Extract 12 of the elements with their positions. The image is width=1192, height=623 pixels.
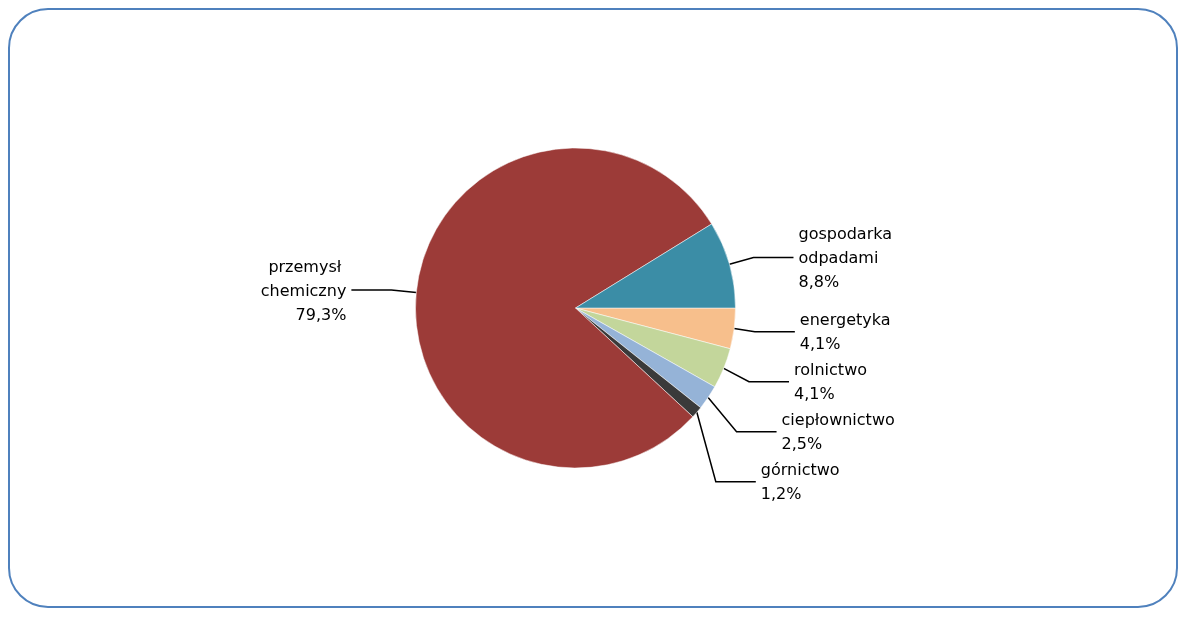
slice-label: przemysł chemiczny	[260, 256, 347, 300]
slice-label: ciepłownictwo	[781, 410, 895, 430]
data-label: 4,1%	[799, 334, 841, 354]
data-label: 8,8%	[798, 272, 840, 291]
data-label: 4,1%	[794, 384, 835, 404]
slice-label: górnictwo	[760, 460, 840, 480]
slice-label: gospodarka odpadami	[798, 224, 898, 267]
slice-label: energetyka	[799, 310, 891, 330]
slice-label: rolnictwo	[794, 360, 868, 380]
data-label: 1,2%	[760, 484, 802, 504]
data-label: 2,5%	[781, 434, 823, 454]
data-label: 79,3%	[295, 304, 347, 324]
